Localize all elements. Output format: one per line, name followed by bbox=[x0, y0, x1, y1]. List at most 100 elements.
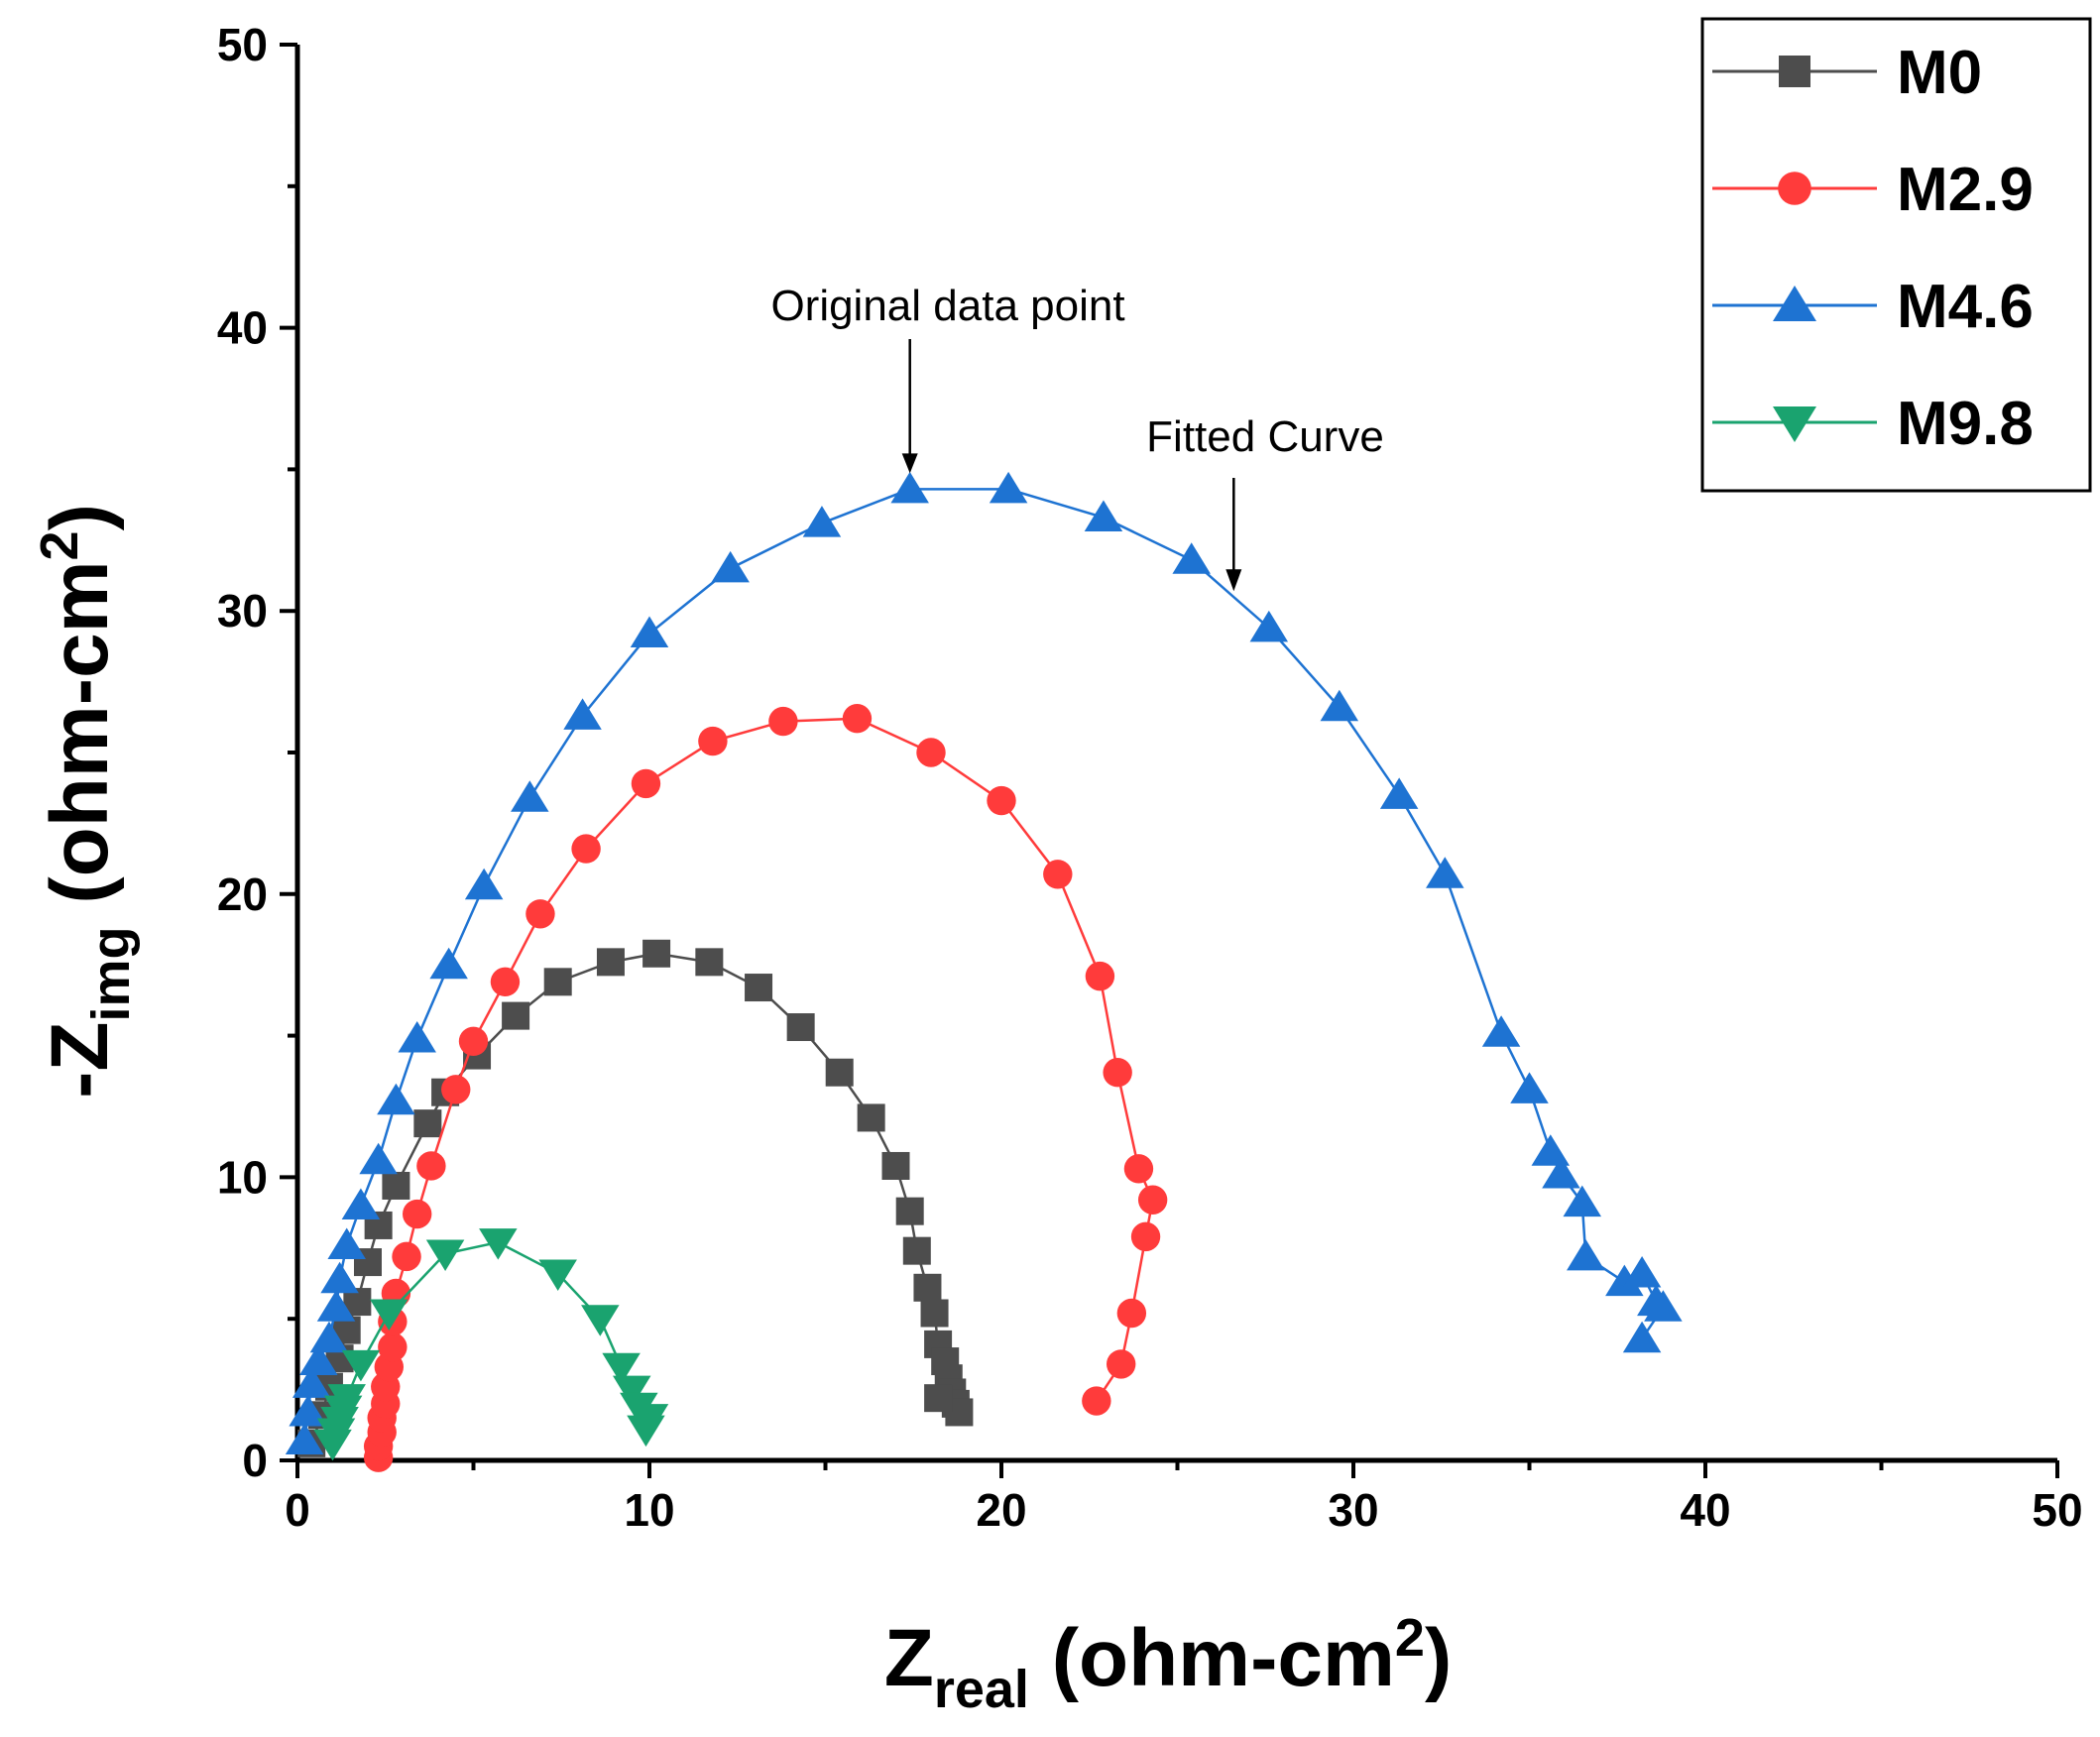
legend-label: M0 bbox=[1897, 39, 1982, 107]
data-point bbox=[1082, 1386, 1111, 1416]
data-point bbox=[768, 706, 798, 737]
legend-entry: M9.8 bbox=[1712, 390, 2034, 458]
data-point bbox=[370, 1299, 408, 1331]
data-point bbox=[1379, 777, 1419, 809]
data-point bbox=[596, 948, 625, 977]
x-axis-title-close: ) bbox=[1425, 1613, 1452, 1703]
data-point bbox=[309, 1321, 349, 1353]
data-point bbox=[392, 1241, 421, 1272]
data-point bbox=[842, 704, 873, 734]
data-point bbox=[711, 550, 750, 583]
y-axis-title-unit: (ohm-cm bbox=[35, 560, 125, 926]
data-point bbox=[320, 1261, 359, 1294]
data-point bbox=[890, 471, 929, 504]
annotation-fitted-curve: Fitted Curve bbox=[1146, 412, 1384, 592]
x-axis-title: Zreal (ohm-cm2) bbox=[884, 1608, 1453, 1719]
data-point bbox=[464, 868, 504, 900]
data-point bbox=[1320, 689, 1359, 722]
legend-label: M4.6 bbox=[1897, 273, 2034, 341]
x-tick-label: 40 bbox=[1680, 1484, 1730, 1536]
y-tick-label: 40 bbox=[217, 302, 268, 354]
data-point bbox=[631, 768, 661, 799]
data-point bbox=[285, 1423, 324, 1455]
data-point bbox=[1116, 1298, 1147, 1329]
data-point bbox=[341, 1188, 381, 1219]
data-point bbox=[802, 506, 842, 537]
data-point bbox=[1426, 857, 1464, 888]
data-point bbox=[1622, 1321, 1662, 1353]
data-point bbox=[1567, 1238, 1605, 1271]
data-point bbox=[920, 1299, 949, 1328]
data-point bbox=[543, 968, 572, 996]
annotation-label: Fitted Curve bbox=[1146, 412, 1384, 461]
data-point bbox=[525, 899, 555, 929]
data-point bbox=[1172, 542, 1211, 574]
data-point bbox=[413, 1109, 442, 1138]
annotation-original-data-point: Original data point bbox=[770, 282, 1125, 474]
x-tick-label: 50 bbox=[2032, 1484, 2082, 1536]
data-point bbox=[1563, 1185, 1601, 1217]
data-point bbox=[630, 616, 669, 648]
data-point bbox=[642, 939, 671, 968]
data-point bbox=[416, 1151, 446, 1181]
legend-label: M2.9 bbox=[1897, 156, 2034, 224]
x-axis-title-sup: 2 bbox=[1395, 1608, 1425, 1668]
series-m2-9 bbox=[363, 704, 1168, 1472]
data-point bbox=[1137, 1185, 1168, 1215]
data-point bbox=[538, 1259, 577, 1292]
data-point bbox=[613, 1375, 651, 1408]
y-tick-label: 50 bbox=[217, 19, 268, 70]
series-m0 bbox=[297, 939, 974, 1457]
data-point bbox=[1085, 961, 1115, 991]
annotation-arrowhead bbox=[1225, 569, 1242, 592]
data-point bbox=[902, 1236, 931, 1265]
data-point bbox=[1531, 1134, 1571, 1166]
y-tick-label: 20 bbox=[217, 868, 268, 920]
data-point bbox=[698, 726, 728, 756]
x-axis-title-unit: (ohm-cm bbox=[1029, 1613, 1395, 1703]
data-point bbox=[563, 698, 602, 730]
data-point bbox=[786, 1013, 815, 1042]
data-series bbox=[285, 471, 1683, 1472]
data-point bbox=[581, 1305, 620, 1336]
legend-entry: M0 bbox=[1712, 39, 1982, 107]
data-point bbox=[1644, 1290, 1683, 1322]
x-axis-title-main: Z bbox=[884, 1613, 934, 1703]
data-point bbox=[913, 1273, 942, 1302]
data-point bbox=[857, 1103, 885, 1132]
data-point bbox=[429, 947, 468, 980]
data-point bbox=[1542, 1157, 1580, 1189]
data-point bbox=[490, 967, 521, 997]
data-point bbox=[695, 948, 724, 977]
x-axis-title-sub: real bbox=[934, 1660, 1029, 1719]
x-tick-label: 0 bbox=[285, 1484, 310, 1536]
x-tick-label: 30 bbox=[1328, 1484, 1378, 1536]
data-point bbox=[1130, 1221, 1161, 1252]
legend-marker bbox=[1779, 56, 1810, 87]
data-point bbox=[327, 1227, 366, 1259]
legend-entry: M4.6 bbox=[1712, 273, 2034, 341]
data-point bbox=[441, 1075, 471, 1104]
x-tick-label: 20 bbox=[976, 1484, 1026, 1536]
data-point bbox=[1123, 1154, 1154, 1184]
x-tick-label: 10 bbox=[624, 1484, 674, 1536]
data-point bbox=[1103, 1058, 1132, 1088]
fitted-curve bbox=[377, 717, 1154, 1458]
series-m4-6 bbox=[285, 471, 1683, 1455]
legend-marker bbox=[1778, 172, 1811, 205]
data-point bbox=[341, 1349, 381, 1382]
data-point bbox=[1043, 860, 1073, 889]
y-axis-title-sup: 2 bbox=[30, 530, 89, 560]
data-point bbox=[502, 1001, 530, 1030]
data-point bbox=[1481, 1015, 1521, 1047]
y-axis-title: -Zimg (ohm-cm2) bbox=[30, 504, 141, 1099]
data-point bbox=[511, 780, 549, 812]
data-point bbox=[1605, 1264, 1644, 1297]
data-point bbox=[403, 1199, 432, 1229]
fitted-curve bbox=[302, 488, 1666, 1442]
legend-marker bbox=[1773, 286, 1816, 321]
y-axis-title-close: ) bbox=[35, 504, 125, 530]
data-point bbox=[627, 1415, 665, 1448]
y-tick-label: 30 bbox=[217, 585, 268, 637]
data-point bbox=[895, 1197, 924, 1225]
